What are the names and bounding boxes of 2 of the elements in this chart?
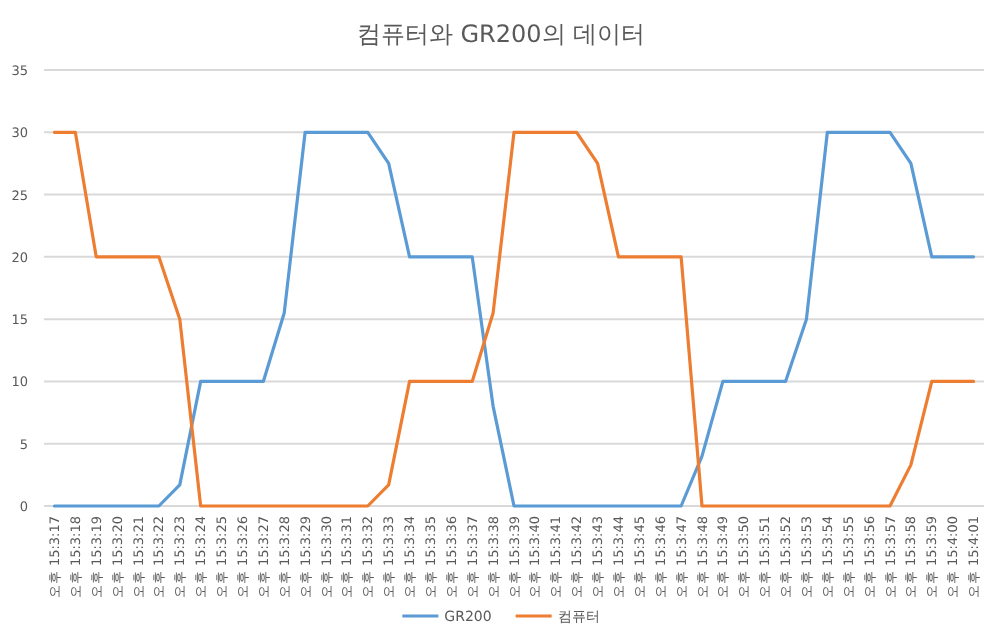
chart-title: 컴퓨터와 GR200의 데이터	[356, 20, 646, 48]
line-series	[52, 130, 976, 508]
